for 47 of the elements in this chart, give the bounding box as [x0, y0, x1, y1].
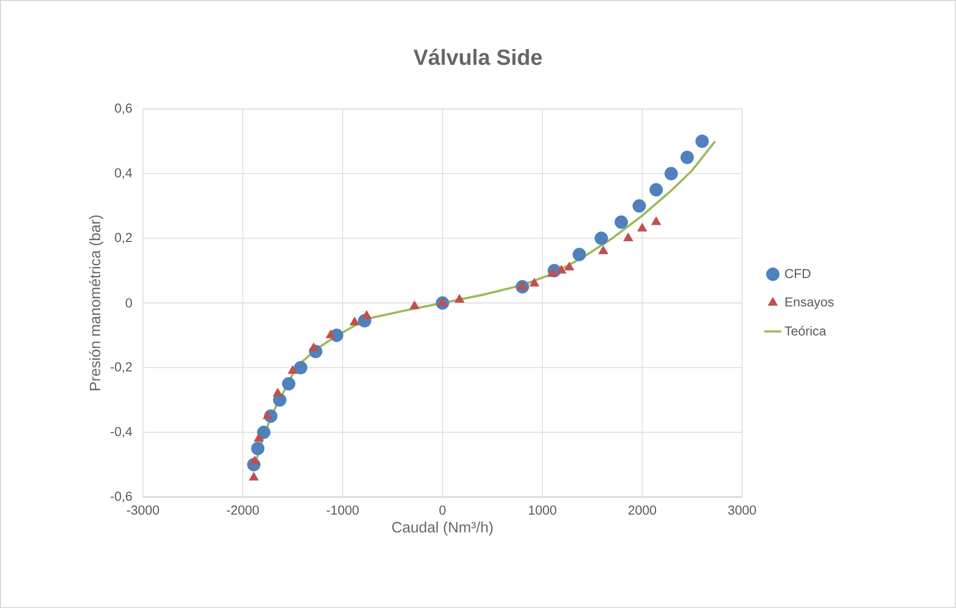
x-tick-label: 0	[439, 506, 446, 515]
point	[572, 248, 586, 262]
point	[695, 134, 709, 148]
legend-label: CFD	[785, 269, 810, 278]
x-tick-label: -2000	[226, 506, 259, 515]
x-tick-label: 3000	[728, 506, 756, 515]
point	[632, 199, 646, 213]
x-tick-label: -1000	[326, 506, 359, 515]
legend-label: Ensayos	[786, 298, 834, 310]
y-tick-label: -0,6	[110, 492, 132, 502]
point	[272, 388, 283, 396]
y-tick-label: -0,2	[110, 362, 132, 374]
point	[637, 222, 648, 232]
chart-title: Válvula Side	[414, 48, 542, 66]
point	[288, 365, 298, 374]
x-tick-label: -3000	[126, 506, 159, 515]
y-tick-label: 0,2	[114, 232, 132, 244]
y-tick-label: 0	[126, 298, 132, 308]
point	[651, 216, 662, 226]
y-tick-label: -0,4	[110, 426, 132, 438]
point	[294, 360, 308, 374]
point	[680, 150, 694, 164]
point	[251, 442, 264, 456]
point	[282, 377, 296, 391]
y-axis-title: Presión manométrica (bar)	[89, 215, 104, 390]
point	[454, 294, 464, 303]
point	[598, 246, 608, 254]
point	[649, 183, 663, 196]
y-tick-label: 0,4	[114, 168, 132, 179]
point	[594, 232, 608, 246]
point	[664, 166, 678, 180]
point	[326, 330, 336, 338]
point	[529, 278, 540, 287]
point	[248, 472, 259, 481]
point	[257, 426, 270, 440]
legend-label: Teórica	[784, 326, 826, 336]
point	[623, 232, 634, 242]
x-tick-label: 1000	[528, 506, 556, 515]
x-tick-label: 2000	[628, 506, 656, 515]
point	[410, 300, 420, 310]
x-axis-title: Caudal (Nm³/h)	[392, 522, 493, 536]
y-tick-label: 0,6	[114, 104, 132, 114]
point	[362, 310, 372, 319]
point	[564, 262, 574, 270]
point	[614, 215, 628, 229]
point	[350, 316, 360, 326]
point	[556, 264, 566, 274]
